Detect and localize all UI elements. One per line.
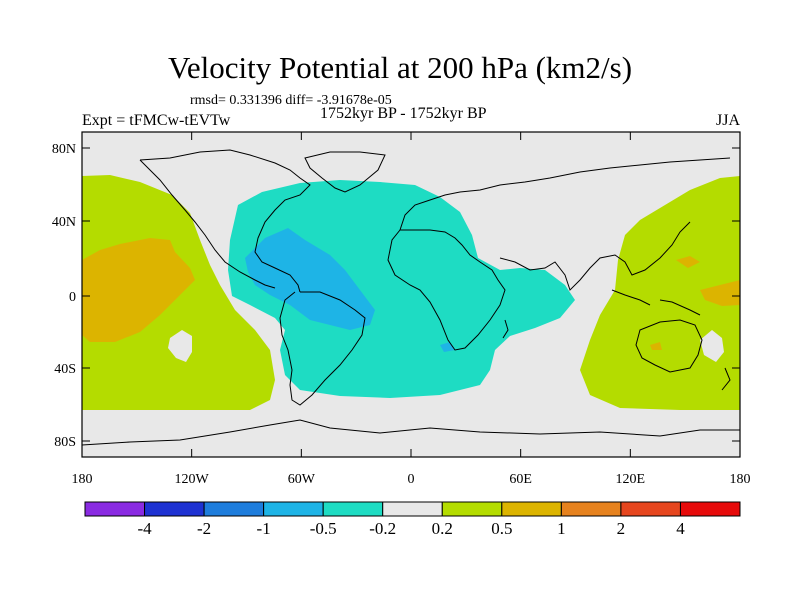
colorbar-swatch [441, 501, 503, 517]
colorbar-swatch [203, 501, 265, 517]
lon-tick-label: 0 [408, 472, 415, 487]
colorbar-swatch [382, 501, 443, 517]
colorbar-swatch [679, 501, 741, 517]
lon-tick-label: 60W [288, 472, 316, 487]
colorbar-label: -0.5 [310, 519, 337, 538]
colorbar-label: -4 [137, 519, 152, 538]
neutral-hole-southwest-pacific [700, 330, 724, 362]
lat-tick-label: 0 [69, 290, 76, 305]
negative-region-atlantic [228, 180, 575, 398]
lon-tick-label: 120W [175, 472, 210, 487]
colorbar: -4 -2 -1 -0.5 -0.2 0.2 0.5 1 2 4 [84, 501, 741, 538]
period-label: 1752kyr BP - 1752kyr BP [320, 105, 487, 122]
lon-tick-label: 180 [72, 472, 93, 487]
map-title: Velocity Potential at 200 hPa (km2/s) [167, 50, 633, 85]
colorbar-label: -2 [197, 519, 211, 538]
colorbar-swatch [620, 501, 681, 517]
colorbar-label: 2 [617, 519, 626, 538]
lat-tick-label: 80N [52, 142, 76, 157]
negative-mid-region-caribbean [245, 228, 375, 330]
lat-tick-label: 80S [54, 435, 76, 450]
map-panel [81, 131, 741, 458]
lon-tick-label: 60E [509, 472, 532, 487]
colorbar-label: 0.5 [491, 519, 512, 538]
neutral-hole-south-pacific [168, 330, 192, 362]
colorbar-swatch [84, 501, 146, 517]
experiment-label: Expt = tFMCw-tEVTw [82, 112, 231, 129]
positive-mid-patch-west-pacific-2 [700, 280, 740, 306]
colorbar-label: 0.2 [432, 519, 453, 538]
season-label: JJA [715, 112, 740, 129]
colorbar-swatch [144, 501, 205, 517]
lat-tick-label: 40N [52, 215, 76, 230]
positive-mid-patch-west-pacific-1 [676, 256, 700, 268]
colorbar-swatch [501, 501, 562, 517]
lat-tick-label: 40S [54, 362, 76, 377]
lon-tick-label: 180 [730, 472, 751, 487]
colorbar-swatch [263, 501, 324, 517]
coastlines [81, 149, 740, 446]
lon-tick-label: 120E [616, 472, 646, 487]
colorbar-label: 4 [676, 519, 685, 538]
positive-region-west-pacific [580, 176, 740, 410]
colorbar-swatch [322, 501, 384, 517]
latitude-axis: 80N 40N 0 40S 80S [52, 142, 740, 450]
stats-text: rmsd= 0.331396 diff= -3.91678e-05 [190, 93, 392, 108]
colorbar-label: 1 [557, 519, 566, 538]
colorbar-label: -0.2 [369, 519, 396, 538]
positive-mid-patch-west-pacific-3 [650, 342, 662, 350]
colorbar-label: -1 [257, 519, 271, 538]
positive-mid-patch-central-pacific [82, 238, 195, 342]
colorbar-swatch [560, 501, 622, 517]
longitude-axis: 180 120W 60W 0 60E 120E 180 [72, 132, 751, 487]
